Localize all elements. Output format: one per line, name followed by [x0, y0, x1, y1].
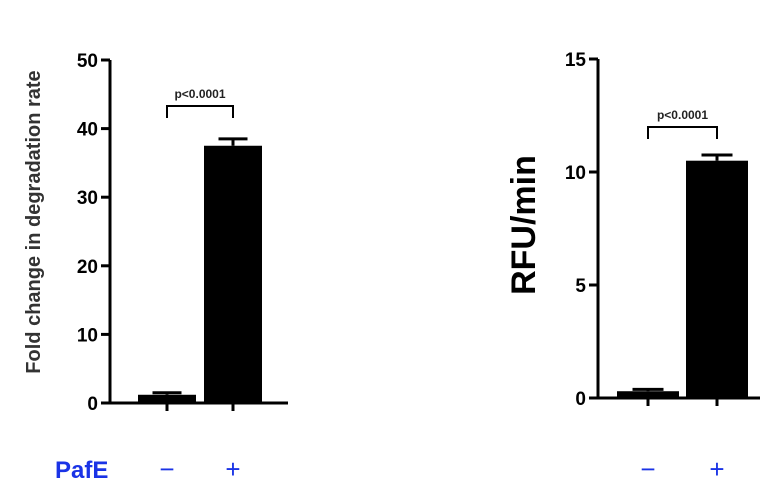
y-tick-label: 20	[77, 257, 98, 278]
y-tick-label: 10	[565, 163, 586, 184]
y-tick-label: 30	[77, 188, 98, 209]
y-tick-label: 0	[87, 394, 98, 415]
bar	[617, 391, 679, 398]
significance-bracket	[647, 126, 718, 139]
p-value-label: p<0.0001	[174, 87, 225, 101]
p-value-label: p<0.0001	[657, 108, 708, 122]
y-tick-label: 40	[77, 120, 98, 141]
y-tick-label: 5	[575, 276, 586, 297]
x-tick-label: −	[159, 454, 174, 484]
x-tick-label: −	[640, 454, 655, 484]
significance-bracket	[166, 105, 234, 118]
y-axis-label: RFU/min	[505, 155, 543, 295]
x-tick-label: +	[709, 454, 724, 484]
condition-label: PafE	[55, 457, 108, 484]
y-tick-label: 50	[77, 51, 98, 72]
y-tick-label: 0	[575, 389, 586, 410]
chart-right-rfu-per-min: 0 5 10 15 RFU/min − + p<0.0001	[505, 50, 760, 484]
y-axis-label: Fold change in degradation rate	[23, 70, 45, 373]
bar	[204, 145, 262, 403]
y-tick-label: 15	[565, 50, 587, 71]
chart-left-fold-change: 0 10 20 30 40 50 Fold change in degradation ra…	[23, 51, 288, 484]
bar	[138, 394, 196, 403]
bar	[686, 160, 748, 398]
x-tick-label: +	[225, 454, 240, 484]
y-tick-label: 10	[77, 325, 98, 346]
